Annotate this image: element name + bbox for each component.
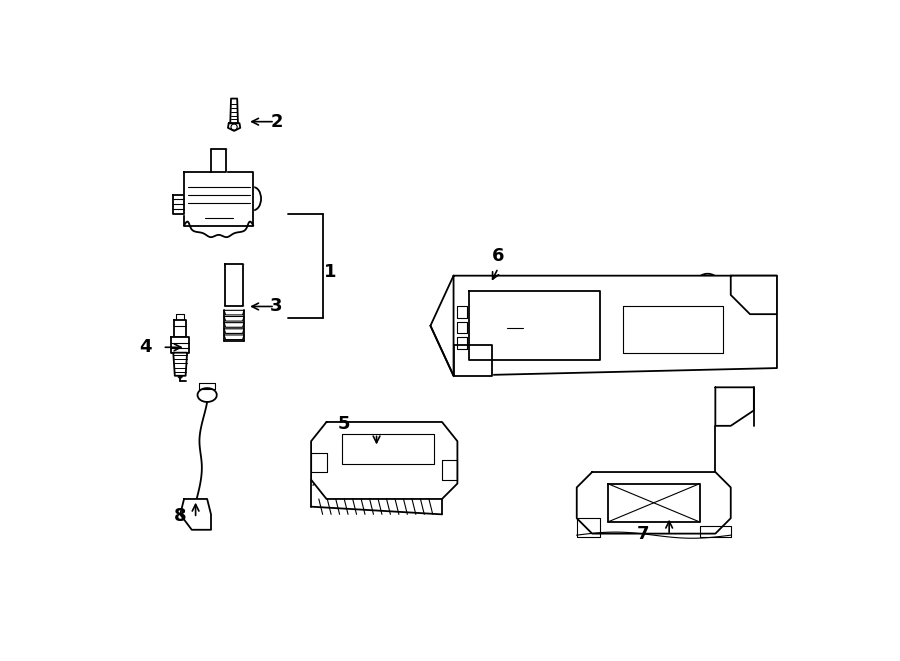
Polygon shape bbox=[577, 472, 731, 533]
Polygon shape bbox=[180, 499, 211, 529]
Text: 1: 1 bbox=[324, 263, 337, 281]
Polygon shape bbox=[716, 387, 754, 426]
Polygon shape bbox=[224, 335, 244, 340]
Polygon shape bbox=[454, 276, 777, 375]
Polygon shape bbox=[224, 329, 244, 333]
Polygon shape bbox=[176, 314, 184, 319]
Polygon shape bbox=[174, 353, 187, 375]
Polygon shape bbox=[184, 172, 254, 225]
Text: 2: 2 bbox=[270, 112, 283, 131]
Polygon shape bbox=[454, 345, 492, 375]
Polygon shape bbox=[224, 317, 244, 321]
Polygon shape bbox=[224, 310, 244, 315]
Polygon shape bbox=[171, 337, 189, 353]
Text: 6: 6 bbox=[492, 247, 505, 266]
Text: 5: 5 bbox=[338, 415, 350, 433]
Polygon shape bbox=[311, 422, 457, 499]
Polygon shape bbox=[224, 323, 244, 327]
Text: 3: 3 bbox=[270, 297, 283, 315]
Polygon shape bbox=[211, 149, 227, 172]
Polygon shape bbox=[173, 195, 184, 214]
Text: 8: 8 bbox=[174, 507, 186, 525]
Polygon shape bbox=[225, 264, 243, 307]
Text: 7: 7 bbox=[636, 525, 649, 543]
Polygon shape bbox=[174, 319, 186, 337]
Text: 4: 4 bbox=[140, 338, 152, 356]
Polygon shape bbox=[731, 276, 777, 314]
